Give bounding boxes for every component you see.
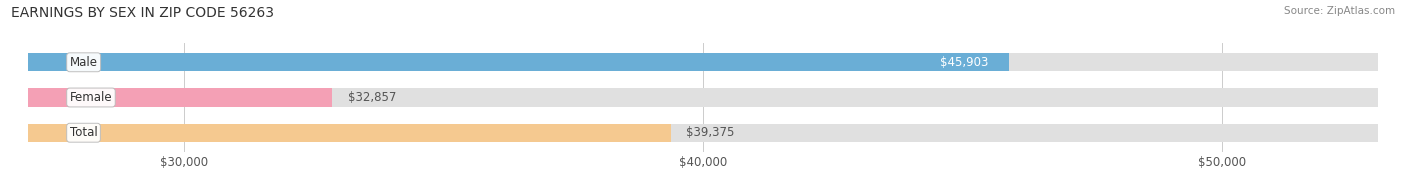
- Text: Source: ZipAtlas.com: Source: ZipAtlas.com: [1284, 6, 1395, 16]
- Text: $32,857: $32,857: [347, 91, 396, 104]
- Bar: [28, 124, 671, 142]
- Bar: [28, 53, 1010, 71]
- Text: Total: Total: [70, 126, 97, 139]
- Text: Male: Male: [70, 56, 97, 69]
- Text: $45,903: $45,903: [941, 56, 988, 69]
- Text: EARNINGS BY SEX IN ZIP CODE 56263: EARNINGS BY SEX IN ZIP CODE 56263: [11, 6, 274, 20]
- Bar: [28, 53, 1378, 71]
- Text: $39,375: $39,375: [686, 126, 734, 139]
- Bar: [28, 124, 1378, 142]
- Bar: [28, 88, 332, 107]
- Text: Female: Female: [70, 91, 112, 104]
- Bar: [28, 88, 1378, 107]
